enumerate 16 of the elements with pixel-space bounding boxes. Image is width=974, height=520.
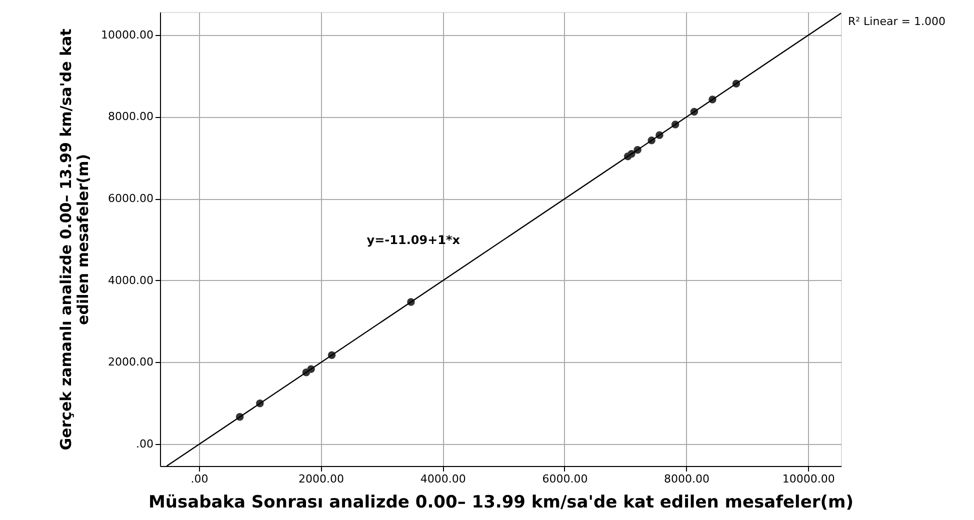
y-axis-title: Gerçek zamanlı analizde 0.00– 13.99 km/sa'de kat edilen mesafeler(m): [57, 28, 92, 450]
y-tick-label: 6000.00: [108, 192, 154, 206]
y-tick-label: 10000.00: [101, 28, 154, 42]
x-tick-label: 4000.00: [420, 472, 466, 486]
y-tick-label: 2000.00: [108, 356, 154, 369]
x-tick-label: 10000.00: [782, 472, 835, 486]
y-tick-label: 4000.00: [108, 274, 154, 287]
text: R² Linear = 1.000: [848, 15, 946, 28]
x-tick-label: 2000.00: [298, 472, 344, 486]
x-tick-label: .00: [190, 472, 208, 486]
y-tick-label: 8000.00: [108, 110, 154, 124]
x-tick-label: 8000.00: [664, 472, 710, 486]
annotation: y=-11.09+1*x: [366, 233, 460, 247]
y-tick-label: .00: [136, 437, 154, 450]
x-axis-title: Müsabaka Sonrası analizde 0.00– 13.99 km/sa'de kat edilen mesafeler(m): [148, 492, 854, 512]
x-tick-label: 6000.00: [542, 472, 588, 486]
